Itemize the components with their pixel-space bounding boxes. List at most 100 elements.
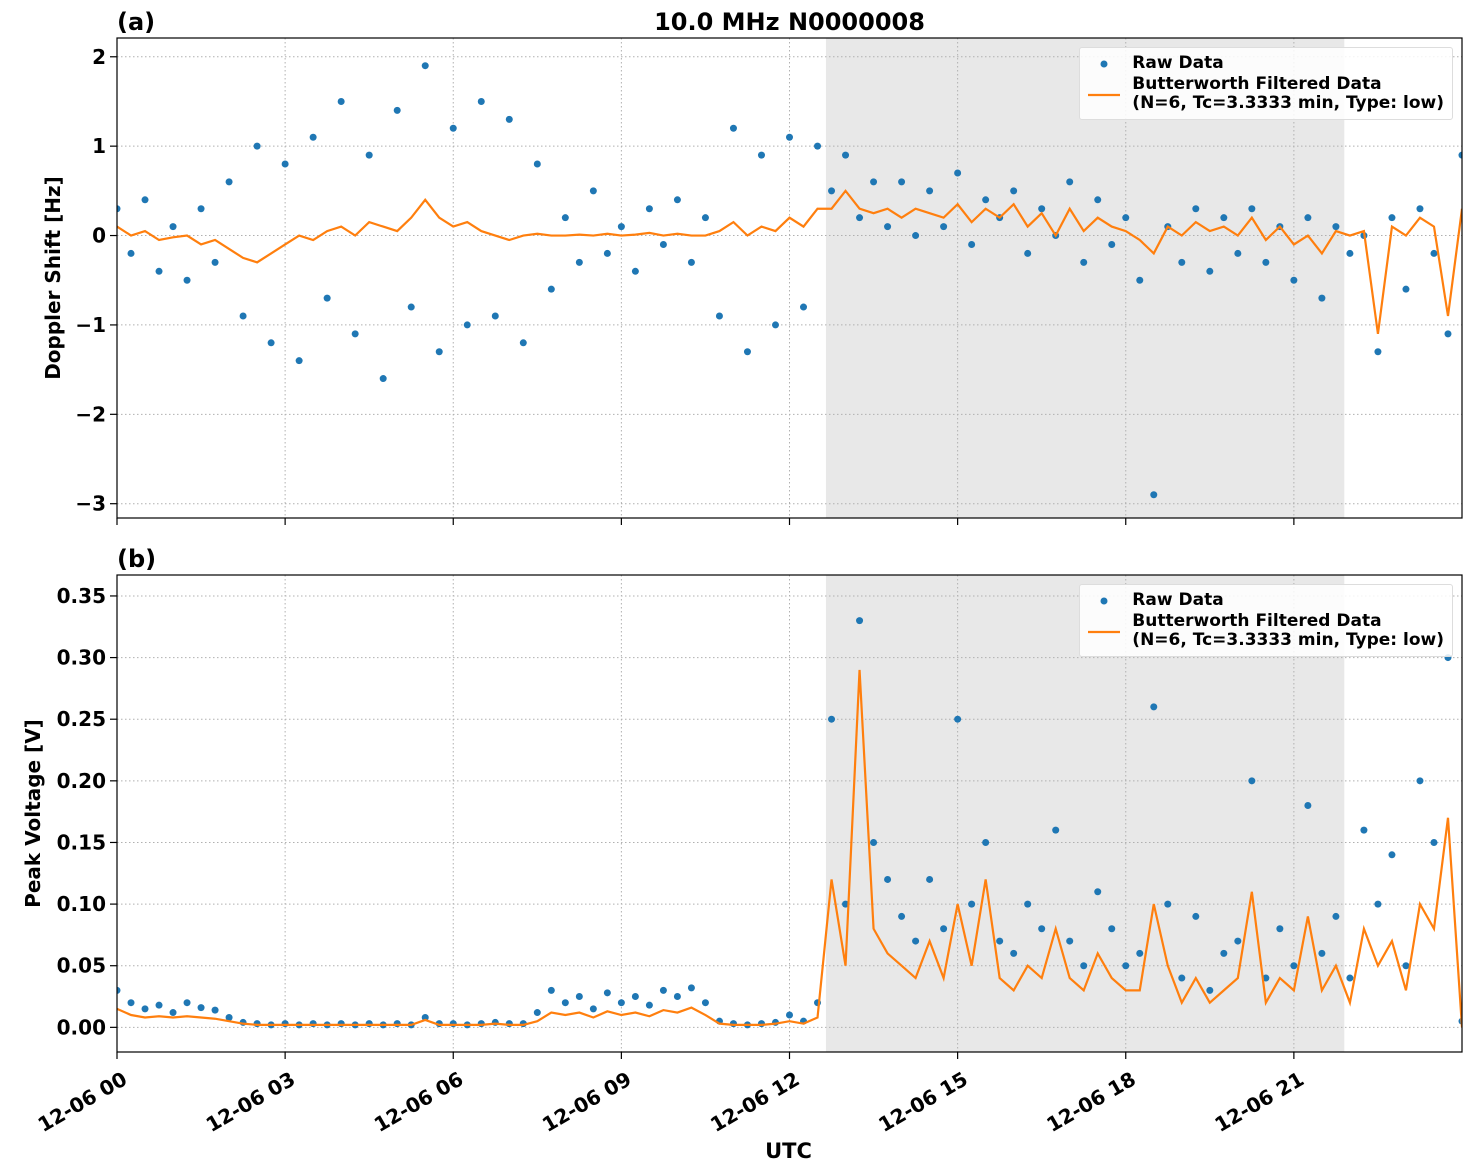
raw-point: [365, 1020, 373, 1028]
raw-point: [1402, 285, 1410, 293]
legend-entry: Raw Data: [1086, 54, 1444, 73]
raw-point: [884, 223, 892, 231]
raw-point: [1122, 962, 1130, 970]
raw-point: [421, 1013, 429, 1021]
raw-point: [1402, 962, 1410, 970]
raw-point: [1206, 267, 1214, 275]
raw-point: [1248, 777, 1256, 785]
y-tick-label: −2: [75, 402, 106, 426]
raw-point: [197, 1004, 205, 1012]
raw-point: [155, 1001, 163, 1009]
raw-point: [225, 178, 233, 186]
raw-point: [800, 303, 808, 311]
raw-point: [1206, 986, 1214, 994]
raw-point: [1416, 777, 1424, 785]
raw-point: [870, 178, 878, 186]
x-tick-label: 12-06 21: [1210, 1067, 1308, 1137]
x-tick-label: 12-06 00: [34, 1067, 132, 1137]
raw-point: [1234, 249, 1242, 257]
raw-point: [1080, 962, 1088, 970]
raw-point: [561, 999, 569, 1007]
raw-point: [211, 258, 219, 266]
raw-point: [912, 232, 920, 240]
raw-point: [1304, 801, 1312, 809]
raw-point: [659, 240, 667, 248]
raw-point: [940, 223, 948, 231]
y-tick-label: 0: [92, 224, 106, 248]
raw-point: [421, 62, 429, 70]
raw-point: [393, 1020, 401, 1028]
raw-point: [547, 285, 555, 293]
plot-area: [117, 62, 1462, 499]
raw-point: [1066, 178, 1074, 186]
legend-swatch: [1100, 597, 1108, 605]
axes-frame: [116, 574, 1463, 1053]
legend-label: Raw Data: [1132, 590, 1224, 610]
x-tick-label: 12-06 12: [706, 1067, 804, 1137]
raw-point: [617, 999, 625, 1007]
raw-point: [1164, 900, 1172, 908]
raw-point: [379, 375, 387, 383]
raw-point: [561, 214, 569, 222]
legend-marker: [1100, 597, 1108, 605]
raw-point: [1360, 826, 1368, 834]
x-tick-label: 12-06 03: [202, 1067, 300, 1137]
raw-point: [1192, 912, 1200, 920]
legend-marker: [1100, 60, 1108, 68]
axes-frame: [116, 37, 1463, 519]
raw-point: [1388, 851, 1396, 859]
raw-point: [786, 133, 793, 141]
y-tick-label: −1: [75, 313, 106, 337]
raw-point: [1150, 703, 1158, 711]
raw-point: [547, 986, 555, 994]
raw-point: [898, 912, 906, 920]
y-axis-label: Doppler Shift [Hz]: [41, 176, 65, 380]
x-tick-label: 12-06 09: [538, 1067, 636, 1137]
raw-point: [589, 1005, 597, 1013]
y-tick-label: 0.30: [57, 646, 106, 670]
raw-point: [169, 223, 177, 231]
raw-point: [1304, 214, 1312, 222]
raw-point: [127, 249, 135, 257]
chart-title: 10.0 MHz N0000008: [654, 8, 925, 36]
raw-point: [169, 1009, 177, 1017]
raw-point: [533, 1009, 541, 1017]
raw-point: [1346, 974, 1354, 982]
raw-point: [1430, 838, 1438, 846]
raw-point: [1374, 348, 1382, 356]
raw-point: [183, 999, 191, 1007]
raw-point: [477, 97, 485, 105]
raw-point: [281, 160, 289, 168]
raw-point: [141, 1005, 149, 1013]
raw-point: [603, 249, 611, 257]
raw-point: [183, 276, 191, 284]
raw-point: [1262, 258, 1270, 266]
filtered-line: [117, 669, 1462, 1028]
raw-point: [1332, 223, 1340, 231]
raw-point: [1136, 949, 1144, 957]
raw-point: [449, 1020, 457, 1028]
raw-point: [1332, 912, 1340, 920]
raw-point: [1108, 925, 1116, 933]
raw-point: [141, 196, 149, 204]
raw-point: [870, 838, 878, 846]
legend-swatch: [1088, 630, 1121, 634]
y-axis-label: Peak Voltage [V]: [21, 719, 45, 908]
raw-point: [505, 115, 513, 123]
raw-point: [1024, 900, 1032, 908]
raw-point: [435, 348, 443, 356]
raw-point: [828, 715, 836, 723]
raw-point: [729, 124, 737, 132]
raw-point: [1290, 962, 1298, 970]
raw-point: [1290, 276, 1298, 284]
raw-point: [771, 321, 779, 329]
raw-point: [659, 986, 667, 994]
raw-point: [491, 312, 499, 320]
raw-point: [337, 97, 345, 105]
raw-point: [1066, 937, 1074, 945]
y-tick-label: 0.35: [57, 584, 106, 608]
filtered-line: [117, 189, 1462, 335]
raw-point: [1010, 187, 1018, 195]
panel-label: (a): [117, 8, 155, 36]
raw-point: [1346, 249, 1354, 257]
